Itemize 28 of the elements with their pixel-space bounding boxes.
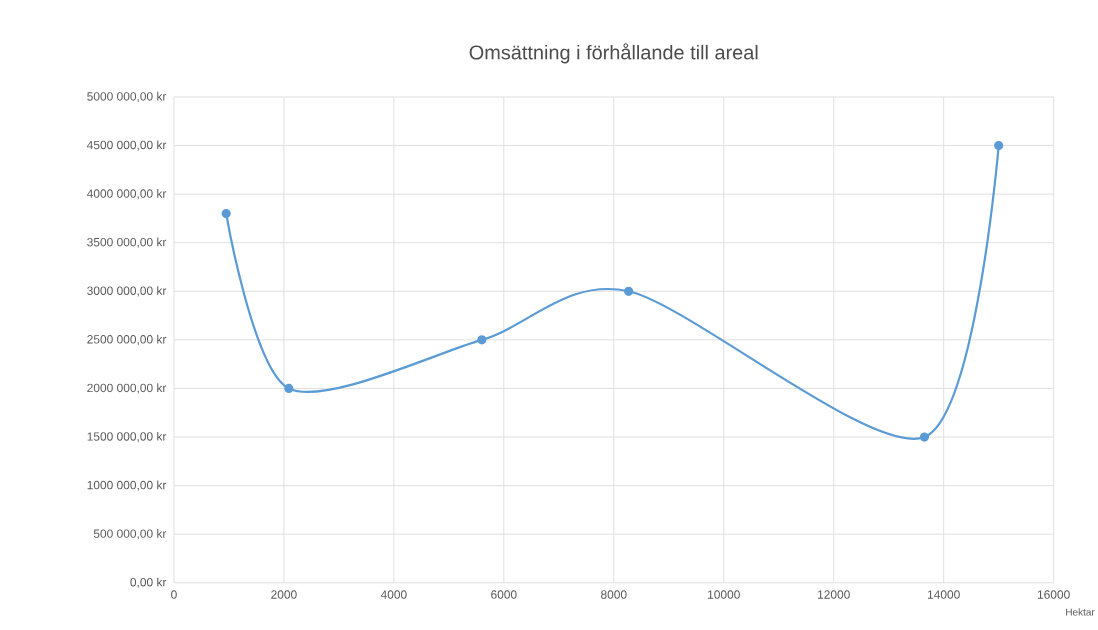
- chart-title: Omsättning i förhållande till areal: [469, 43, 758, 64]
- x-tick-label: 2000: [271, 590, 297, 599]
- y-tick-label: 4000 000,00 kr: [86, 189, 167, 200]
- point: [919, 432, 930, 442]
- y-tick-label: 1500 000,00 kr: [87, 432, 167, 443]
- x-tick-label: 14000: [927, 590, 960, 599]
- x-tick-label: 0: [171, 590, 177, 599]
- x-tick-label: 6000: [491, 590, 517, 599]
- point: [477, 335, 487, 345]
- y-tick-label: 5000 000,00 kr: [87, 91, 167, 103]
- y-tick-label: 2000 000,00 kr: [87, 383, 167, 394]
- y-tick-label: 1000 000,00 kr: [87, 480, 167, 491]
- x-tick-label: 8000: [601, 590, 627, 599]
- point: [624, 286, 634, 296]
- y-tick-label: 500 000,00 kr: [93, 529, 167, 540]
- point: [284, 383, 294, 394]
- point: [994, 141, 1004, 151]
- y-tick-label: 3500 000,00 kr: [87, 237, 167, 248]
- x-tick-label: 12000: [818, 590, 850, 599]
- x-axis-title: Hektar: [1066, 608, 1095, 616]
- x-tick-label: 10000: [708, 590, 740, 599]
- x-tick-label: 16000: [1037, 590, 1070, 599]
- x-tick-label: 4000: [380, 590, 407, 599]
- y-tick-label: 4500 000,00 kr: [86, 140, 167, 151]
- y-tick-label: 0,00 kr: [130, 577, 167, 588]
- point: [221, 209, 231, 219]
- y-tick-label: 3000 000,00 kr: [87, 286, 167, 297]
- y-tick-label: 2500 000,00 kr: [87, 334, 167, 346]
